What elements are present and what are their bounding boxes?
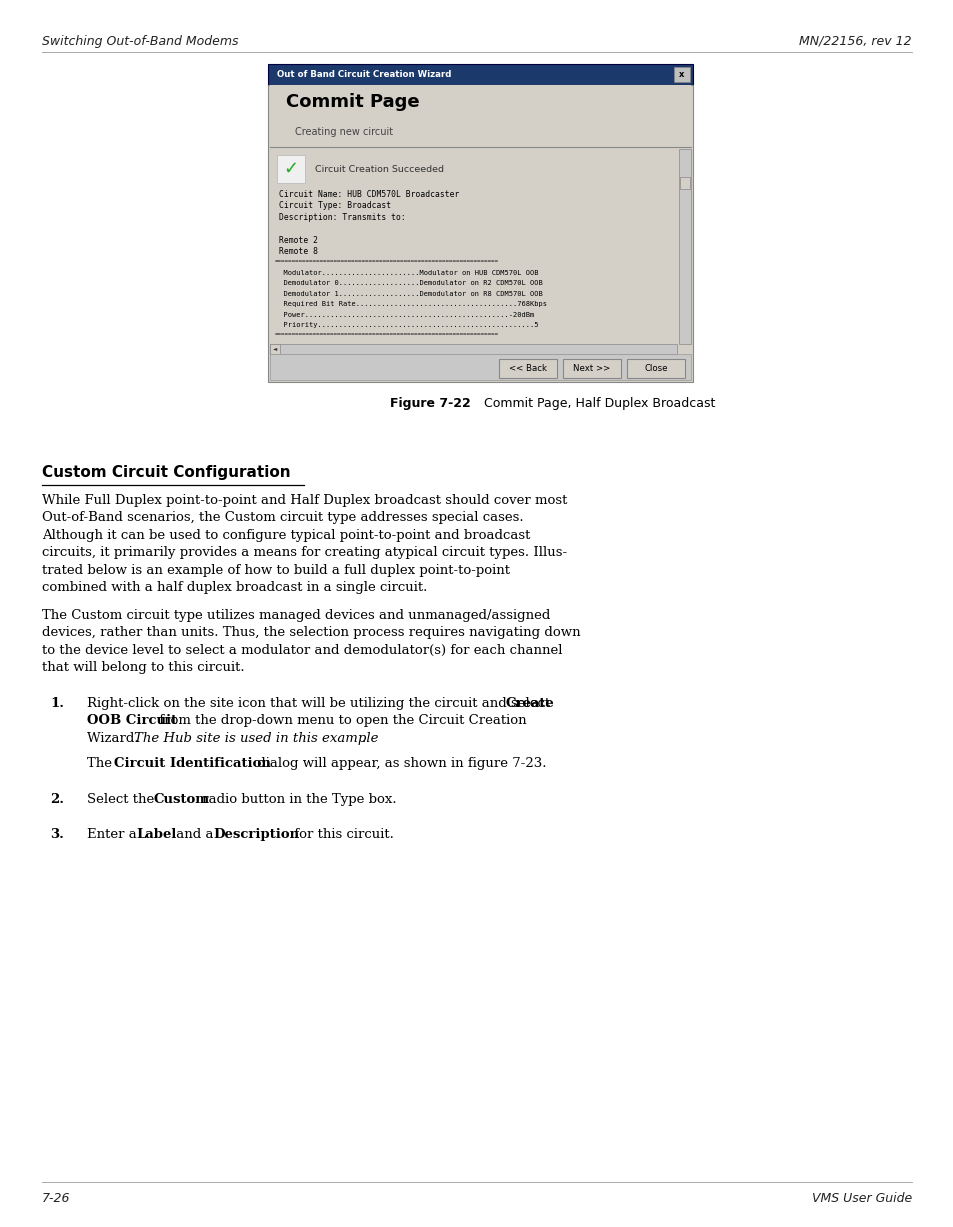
Text: Demodulator 0...................Demodulator on R2 CDM570L OOB: Demodulator 0...................Demodula… bbox=[274, 280, 542, 286]
Text: Circuit Identification: Circuit Identification bbox=[113, 757, 270, 771]
Bar bbox=[276, 155, 305, 183]
Text: Label: Label bbox=[136, 828, 176, 842]
Text: for this circuit.: for this circuit. bbox=[291, 828, 394, 842]
Text: Out-of-Band scenarios, the Custom circuit type addresses special cases.: Out-of-Band scenarios, the Custom circui… bbox=[42, 512, 523, 524]
Bar bbox=[270, 344, 677, 355]
Text: from the drop-down menu to open the Circuit Creation: from the drop-down menu to open the Circ… bbox=[154, 714, 526, 728]
Text: that will belong to this circuit.: that will belong to this circuit. bbox=[42, 661, 244, 675]
Text: 2.: 2. bbox=[50, 793, 64, 806]
Text: radio button in the Type box.: radio button in the Type box. bbox=[197, 793, 395, 806]
Text: Custom: Custom bbox=[152, 793, 209, 806]
Text: Power................................................-20dBm: Power...................................… bbox=[274, 312, 534, 318]
Text: The Custom circuit type utilizes managed devices and unmanaged/assigned: The Custom circuit type utilizes managed… bbox=[42, 609, 550, 622]
Text: The Hub site is used in this example: The Hub site is used in this example bbox=[133, 733, 378, 745]
Text: Remote 8: Remote 8 bbox=[278, 248, 317, 256]
Text: 1.: 1. bbox=[50, 697, 64, 710]
Text: Right-click on the site icon that will be utilizing the circuit and select: Right-click on the site icon that will b… bbox=[87, 697, 554, 710]
Text: x: x bbox=[679, 70, 684, 79]
Text: 3.: 3. bbox=[50, 828, 64, 842]
Text: Demodulator 1...................Demodulator on R8 CDM570L OOB: Demodulator 1...................Demodula… bbox=[274, 291, 542, 297]
Text: ✓: ✓ bbox=[283, 160, 298, 178]
Text: and a: and a bbox=[172, 828, 217, 842]
Text: Out of Band Circuit Creation Wizard: Out of Band Circuit Creation Wizard bbox=[276, 70, 451, 79]
Text: MN/22156, rev 12: MN/22156, rev 12 bbox=[799, 36, 911, 48]
Text: ================================================================: ========================================… bbox=[274, 259, 498, 264]
Text: Circuit Name: HUB CDM570L Broadcaster: Circuit Name: HUB CDM570L Broadcaster bbox=[278, 190, 459, 199]
Text: Required Bit Rate......................................768Kbps: Required Bit Rate.......................… bbox=[274, 301, 546, 307]
Text: Select the: Select the bbox=[87, 793, 158, 806]
Bar bbox=[268, 64, 692, 85]
Bar bbox=[270, 344, 280, 355]
Text: Priority...................................................5: Priority................................… bbox=[274, 321, 537, 328]
Text: Custom Circuit Configuration: Custom Circuit Configuration bbox=[42, 465, 291, 480]
Text: OOB Circuit: OOB Circuit bbox=[87, 714, 177, 728]
Text: .: . bbox=[361, 733, 366, 745]
Bar bbox=[673, 67, 689, 82]
Text: combined with a half duplex broadcast in a single circuit.: combined with a half duplex broadcast in… bbox=[42, 582, 427, 595]
Bar bbox=[679, 148, 690, 344]
Text: Creating new circuit: Creating new circuit bbox=[294, 128, 393, 137]
Text: Although it can be used to configure typical point-to-point and broadcast: Although it can be used to configure typ… bbox=[42, 529, 530, 542]
Text: Description: Description bbox=[213, 828, 299, 842]
Text: Description: Transmits to:: Description: Transmits to: bbox=[278, 213, 405, 222]
Text: Figure 7-22: Figure 7-22 bbox=[390, 398, 470, 410]
Text: ================================================================: ========================================… bbox=[274, 333, 498, 337]
Text: Remote 2: Remote 2 bbox=[278, 236, 317, 245]
Text: Modulator.......................Modulator on HUB CDM570L OOB: Modulator.......................Modulato… bbox=[274, 270, 537, 276]
Text: Close: Close bbox=[643, 364, 667, 373]
Text: << Back: << Back bbox=[509, 364, 546, 373]
Text: ◄: ◄ bbox=[273, 346, 276, 351]
Text: dialog will appear, as shown in figure 7-23.: dialog will appear, as shown in figure 7… bbox=[253, 757, 546, 771]
Text: to the device level to select a modulator and demodulator(s) for each channel: to the device level to select a modulato… bbox=[42, 644, 562, 656]
Bar bbox=[270, 355, 690, 380]
Text: Commit Page, Half Duplex Broadcast: Commit Page, Half Duplex Broadcast bbox=[472, 398, 715, 410]
Bar bbox=[268, 85, 692, 382]
Text: While Full Duplex point-to-point and Half Duplex broadcast should cover most: While Full Duplex point-to-point and Hal… bbox=[42, 494, 567, 507]
Text: The: The bbox=[87, 757, 116, 771]
Text: 7-26: 7-26 bbox=[42, 1191, 71, 1205]
Text: Wizard.: Wizard. bbox=[87, 733, 143, 745]
Bar bbox=[562, 360, 620, 378]
Text: Circuit Type: Broadcast: Circuit Type: Broadcast bbox=[278, 201, 391, 211]
Bar bbox=[626, 360, 684, 378]
Text: Create: Create bbox=[504, 697, 553, 710]
Text: trated below is an example of how to build a full duplex point-to-point: trated below is an example of how to bui… bbox=[42, 564, 510, 577]
Text: circuits, it primarily provides a means for creating atypical circuit types. Ill: circuits, it primarily provides a means … bbox=[42, 546, 566, 560]
Text: Switching Out-of-Band Modems: Switching Out-of-Band Modems bbox=[42, 36, 238, 48]
Text: VMS User Guide: VMS User Guide bbox=[811, 1191, 911, 1205]
Bar bbox=[679, 177, 689, 189]
Text: Commit Page: Commit Page bbox=[286, 93, 419, 110]
Text: Circuit Creation Succeeded: Circuit Creation Succeeded bbox=[314, 164, 443, 173]
Text: Next >>: Next >> bbox=[573, 364, 610, 373]
Bar bbox=[498, 360, 557, 378]
Text: devices, rather than units. Thus, the selection process requires navigating down: devices, rather than units. Thus, the se… bbox=[42, 627, 580, 639]
Text: Enter a: Enter a bbox=[87, 828, 141, 842]
Bar bbox=[270, 85, 690, 147]
